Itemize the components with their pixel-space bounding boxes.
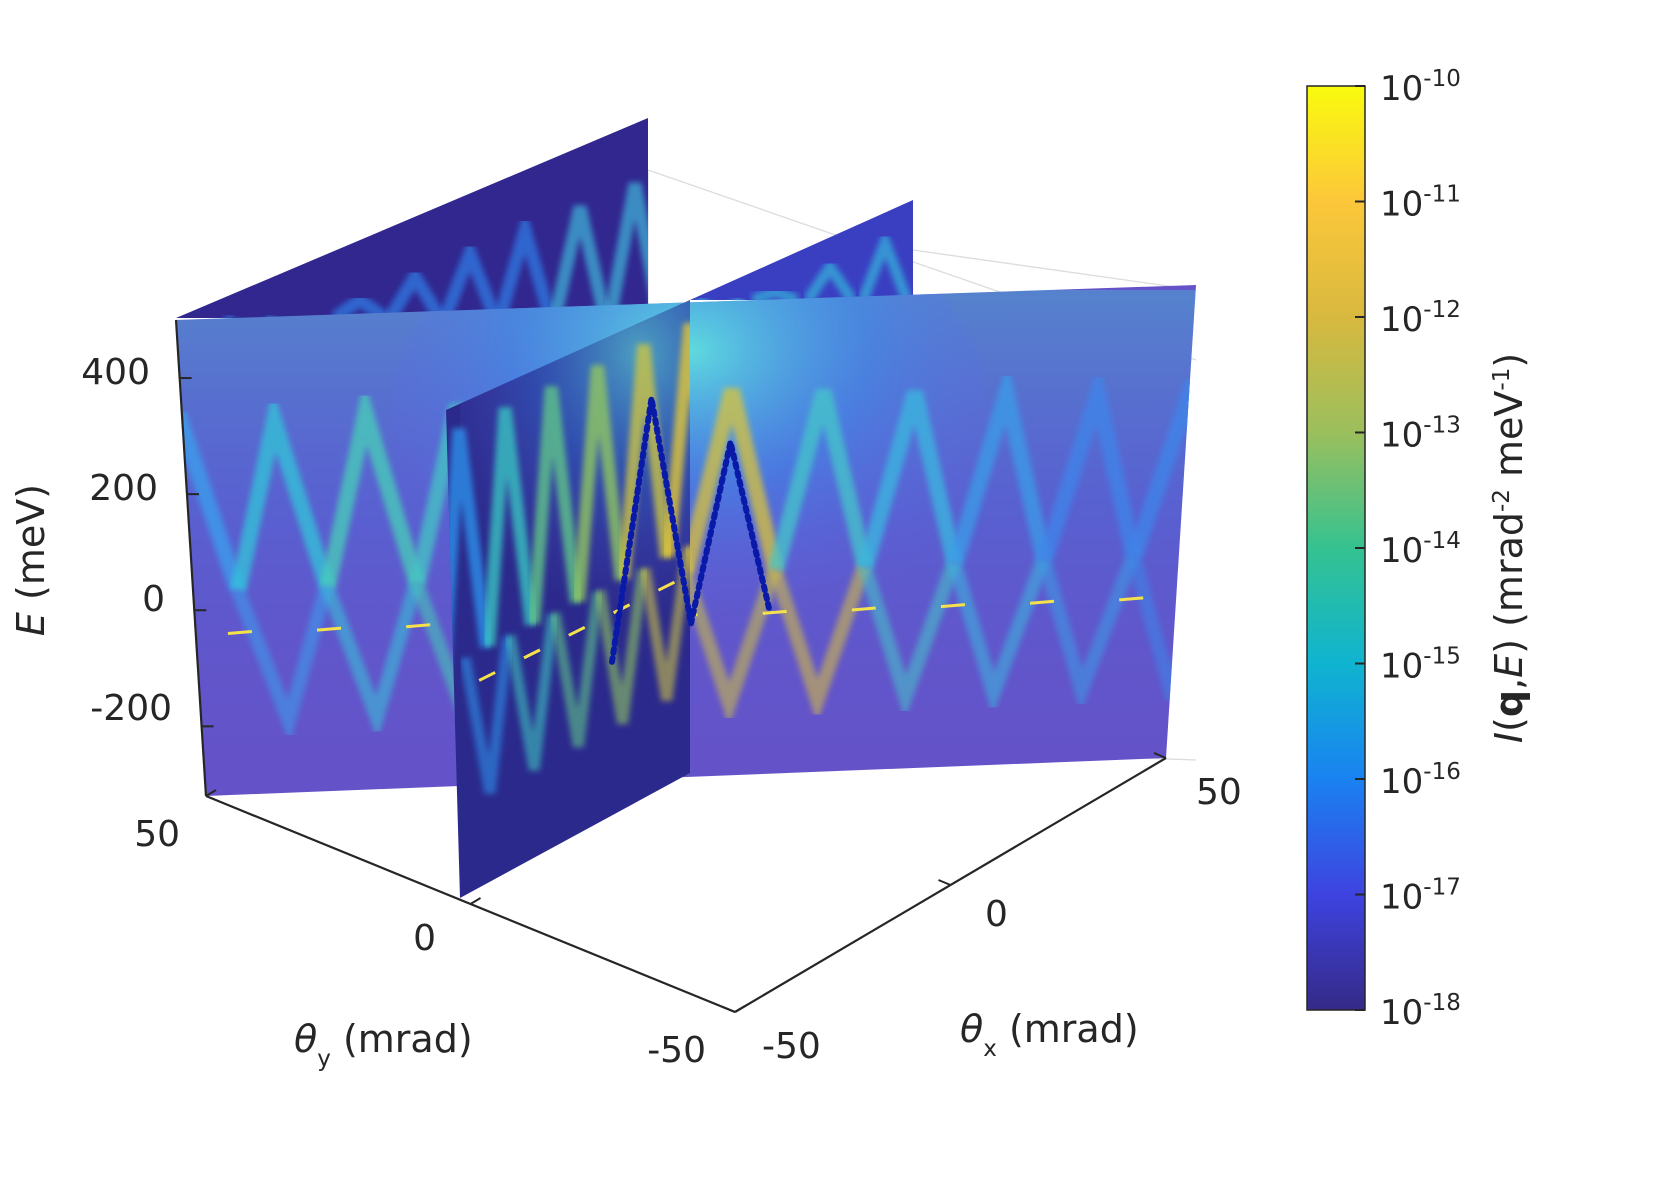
front-band-upper	[662, 322, 690, 558]
dispersion-band-lower	[230, 584, 333, 744]
dispersion-band-upper	[678, 387, 783, 575]
colorbar-tick-label: 10-10	[1380, 66, 1461, 109]
dispersion-band-lower	[768, 564, 871, 723]
heatmap-slice-back	[176, 118, 648, 318]
dispersion-band-lower	[858, 560, 961, 720]
zero-loss-marker	[1029, 599, 1055, 605]
heatmap-slice-back-right	[690, 200, 913, 300]
x-tick-label: -50	[762, 1026, 821, 1067]
dispersion-band-lower	[1126, 550, 1196, 710]
back-band	[548, 205, 612, 318]
dispersion-overlay	[609, 397, 773, 665]
back-right-band	[857, 227, 913, 300]
back-band	[438, 235, 502, 318]
front-band-lower	[639, 546, 690, 701]
front-band-upper	[617, 344, 673, 580]
dispersion-band-upper	[768, 388, 873, 572]
colorbar-tick-label: 10-15	[1380, 644, 1461, 687]
y-tick-label: 0	[413, 918, 436, 959]
back-right-band	[803, 257, 857, 300]
theta-x-axis-label: θx (mrad)	[960, 1007, 1139, 1062]
energy-axis-label: E (meV)	[9, 484, 53, 636]
zero-loss-marker	[940, 603, 966, 609]
colorbar-tick-label: 10-17	[1380, 875, 1461, 918]
colorbar-tick-label: 10-13	[1380, 413, 1461, 456]
dispersion-band-upper	[947, 361, 1052, 566]
zero-loss-marker	[406, 623, 431, 629]
zero-loss-marker	[851, 606, 876, 612]
dispersion-band-lower	[678, 567, 781, 727]
colorbar-tick-label: 10-18	[1380, 990, 1461, 1033]
zero-loss-marker	[1208, 595, 1232, 597]
y-tick-mark	[205, 789, 217, 797]
dispersion-band-lower	[320, 581, 423, 740]
dispersion-band-lower	[1223, 550, 1312, 684]
colorbar-tick-label: 10-14	[1380, 528, 1461, 571]
y-tick-mark	[469, 897, 482, 905]
x-tick-mark	[938, 879, 951, 886]
dispersion-band-lower	[1037, 553, 1140, 713]
zero-loss-marker	[1119, 596, 1144, 602]
front-band-lower	[459, 636, 514, 795]
back-right-band	[751, 286, 799, 300]
colorbar-tick-label: 10-12	[1380, 297, 1461, 340]
zero-loss-marker	[227, 630, 253, 635]
front-band-upper	[572, 365, 628, 602]
zero-loss-marker	[762, 609, 787, 615]
dispersion-band-upper	[1037, 363, 1142, 563]
front-band-lower	[504, 613, 559, 771]
theta-y-axis-label: θy (mrad)	[294, 1017, 473, 1072]
front-band-upper	[527, 386, 583, 625]
z-tick-label: -200	[90, 688, 172, 729]
zero-loss-marker	[657, 580, 676, 592]
z-tick-label: 0	[142, 579, 165, 620]
dispersion-band-upper	[320, 380, 425, 588]
x-tick-mark	[722, 1006, 736, 1013]
zero-loss-marker	[478, 671, 496, 682]
x-tick-label: 0	[985, 894, 1008, 935]
dispersion-band-upper	[230, 389, 335, 592]
y-tick-label: -50	[647, 1030, 706, 1071]
colorbar-label: I(q,E) (mrad-2 meV-1)	[1487, 353, 1531, 743]
colorbar: 10-10 10-11 10-12 10-13 10-14 10-15 10-16 10-17…	[1306, 66, 1531, 1033]
zero-loss-marker	[316, 626, 342, 632]
energy-axis-line	[174, 319, 208, 797]
back-band	[603, 182, 648, 318]
zero-loss-marker	[568, 625, 586, 637]
tick-marks	[179, 377, 1167, 1013]
dotted-dispersion-line	[609, 397, 773, 665]
colorbar-tick-label: 10-16	[1380, 759, 1461, 802]
front-band-upper	[482, 407, 538, 647]
front-band-lower	[594, 568, 649, 725]
y-tick-label: 50	[134, 814, 180, 855]
x-tick-mark	[1153, 752, 1167, 759]
back-band	[384, 264, 446, 318]
dispersion-band-lower	[947, 557, 1050, 717]
z-tick-label: 400	[81, 352, 150, 393]
z-tick-label: 200	[89, 468, 158, 509]
zero-loss-marker	[523, 648, 541, 660]
back-band	[331, 292, 389, 318]
y-tick-mark	[734, 1005, 746, 1013]
colorbar-tick-label: 10-11	[1380, 182, 1461, 225]
front-band-lower	[549, 591, 604, 748]
back-band	[493, 206, 557, 318]
dispersion-band-upper	[857, 389, 963, 569]
x-tick-label: 50	[1196, 772, 1242, 813]
